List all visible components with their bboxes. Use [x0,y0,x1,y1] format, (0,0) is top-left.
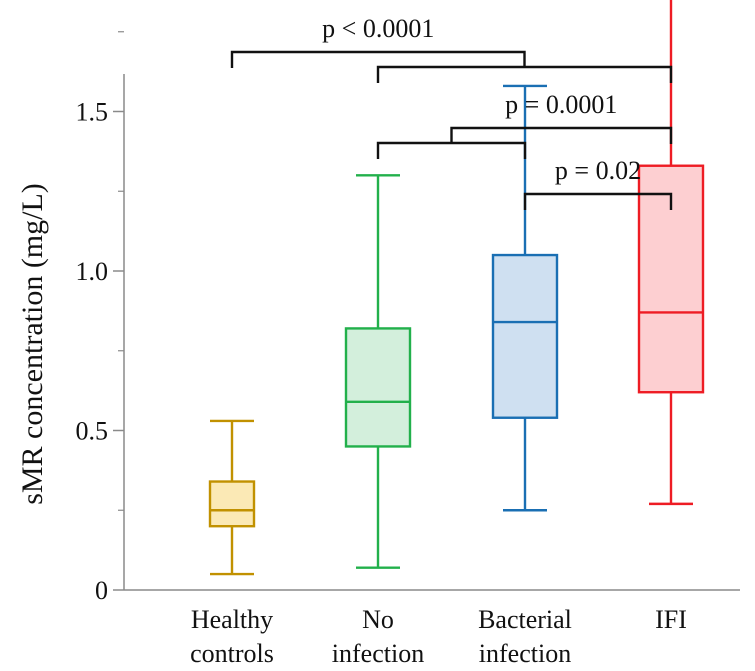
x-category-label-line: Healthy [191,605,273,634]
boxes [208,0,705,576]
iqr-box [208,480,256,528]
iqr-box [344,327,412,448]
x-category-label-line: infection [332,639,424,666]
box-group [344,174,412,569]
sub-bracket [376,141,527,159]
y-tick-label: 1.0 [76,257,109,286]
sub-bracket [376,65,673,83]
x-category-label: No infection [332,605,424,666]
top-bracket [523,192,673,210]
p-value-label: p = 0.0001 [505,90,617,119]
x-category-label-line: controls [190,639,274,666]
x-category-label-line: Bacterial [478,605,572,634]
x-category-label: Healthy controls [190,605,274,666]
comparison-bracket: p = 0.02 [523,156,673,210]
iqr-box [491,253,559,419]
p-value-label: p = 0.02 [555,156,641,185]
y-axis-title: sMR concentration (mg/L) [16,183,49,505]
y-tick-label: 1.5 [76,98,109,127]
x-category-label-line: IFI [655,605,687,634]
comparison-bracket: p = 0.0001 [376,90,673,159]
x-category-label: Bacterial infection [478,605,572,666]
x-category-label: IFI [655,605,687,634]
axes: 00.51.01.52.02.53.0HealthycontrolsNoinfe… [76,31,740,668]
comparison-bracket: p < 0.0001 [230,14,673,83]
x-category-label-line: infection [479,639,571,666]
top-bracket [230,50,526,68]
box-group [491,84,559,512]
y-tick-label: 0 [95,576,108,605]
y-tick-label: 0.5 [76,417,109,446]
top-bracket [450,126,673,144]
box-group [208,419,256,576]
p-value-label: p < 0.0001 [322,14,434,43]
x-category-label-line: No [362,605,394,634]
significance-brackets: p < 0.0001 p = 0.0001 p = 0.02 [230,14,673,210]
